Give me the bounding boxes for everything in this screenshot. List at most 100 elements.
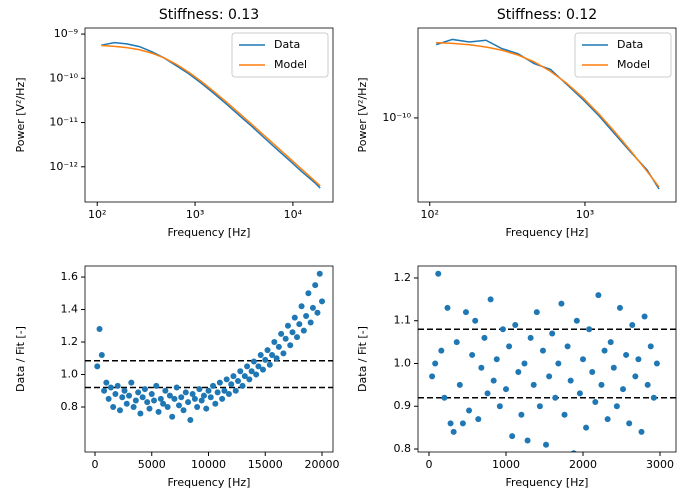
scatter-point	[232, 387, 239, 394]
chart-title: Stiffness: 0.12	[497, 7, 597, 23]
x-axis-label: Frequency [Hz]	[506, 476, 589, 489]
scatter-point	[160, 400, 167, 407]
scatter-point	[567, 377, 574, 384]
scatter-point	[466, 407, 473, 414]
scatter-point	[521, 360, 528, 367]
scatter-point	[438, 347, 445, 354]
scatter-point	[527, 334, 534, 341]
scatter-point	[151, 397, 158, 404]
scatter-point	[586, 326, 593, 333]
x-tick-label: 10²	[88, 208, 106, 221]
scatter-point	[203, 405, 210, 412]
scatter-point	[512, 322, 519, 329]
legend-box	[574, 32, 672, 78]
scatter-point	[484, 390, 491, 397]
scatter-point	[462, 309, 469, 316]
scatter-point	[162, 387, 169, 394]
x-tick-label: 20000	[305, 458, 340, 471]
scatter-point	[128, 379, 135, 386]
scatter-point	[278, 330, 285, 337]
scatter-point	[216, 379, 223, 386]
scatter-point	[616, 304, 623, 311]
scatter-point	[453, 339, 460, 346]
y-axis-label: Data / Fit [-]	[14, 326, 27, 392]
scatter-point	[564, 343, 571, 350]
scatter-point	[604, 416, 611, 423]
line-series	[101, 41, 321, 189]
scatter-point	[94, 363, 101, 370]
scatter-point	[107, 384, 114, 391]
scatter-point	[515, 369, 522, 376]
x-tick-label: 5000	[138, 458, 166, 471]
scatter-point	[198, 397, 205, 404]
y-tick-label: 1.0	[394, 356, 412, 369]
scatter-point	[241, 373, 248, 380]
scatter-point	[264, 347, 271, 354]
scatter-point	[607, 339, 614, 346]
scatter-point	[248, 368, 255, 375]
scatter-point	[169, 413, 176, 420]
x-tick-label: 0	[426, 458, 433, 471]
scatter-point	[96, 326, 103, 333]
scatter-point	[450, 428, 457, 435]
scatter-point	[546, 373, 553, 380]
scatter-point	[635, 356, 642, 363]
y-tick-label: 10⁻¹²	[49, 160, 78, 173]
scatter-point	[447, 420, 454, 427]
y-tick-label: 0.8	[61, 400, 79, 413]
scatter-point	[530, 381, 537, 388]
scatter-point	[435, 270, 442, 277]
scatter-point	[257, 352, 264, 359]
scatter-point	[296, 321, 303, 328]
scatter-point	[148, 391, 155, 398]
scatter-point	[644, 381, 651, 388]
scatter-point	[119, 394, 126, 401]
x-tick-label: 1000	[492, 458, 520, 471]
scatter-point	[212, 400, 219, 407]
scatter-point	[196, 386, 203, 393]
scatter-point	[536, 403, 543, 410]
scatter-point	[555, 360, 562, 367]
axes-frame	[84, 265, 334, 453]
scatter-point	[493, 356, 500, 363]
y-tick-label: 1.2	[61, 335, 79, 348]
x-tick-label: 15000	[248, 458, 283, 471]
scatter-point	[225, 391, 232, 398]
scatter-point	[237, 368, 244, 375]
legend-box	[231, 32, 329, 78]
y-tick-label: 1.1	[394, 314, 412, 327]
scatter-point	[123, 400, 130, 407]
scatter-point	[623, 351, 630, 358]
scatter-point	[598, 381, 605, 388]
y-axis-label: Power [V²/Hz]	[14, 77, 27, 152]
y-axis-label: Power [V²/Hz]	[356, 77, 369, 152]
scatter-point	[250, 358, 257, 365]
scatter-point	[139, 394, 146, 401]
scatter-point	[207, 394, 214, 401]
scatter-point	[219, 395, 226, 402]
scatter-point	[583, 424, 590, 431]
scatter-point	[429, 373, 436, 380]
scatter-point	[305, 290, 312, 297]
scatter-point	[275, 343, 282, 350]
scatter-point	[478, 364, 485, 371]
scatter-point	[561, 411, 568, 418]
scatter-point	[558, 300, 565, 307]
scatter-point	[157, 395, 164, 402]
scatter-point	[506, 343, 513, 350]
chart-title: Stiffness: 0.13	[159, 7, 259, 23]
x-axis-label: Frequency [Hz]	[168, 476, 251, 489]
scatter-point	[650, 394, 657, 401]
scatter-point	[444, 304, 451, 311]
scatter-point	[499, 326, 506, 333]
x-tick-label: 10⁴	[284, 208, 303, 221]
scatter-point	[137, 410, 144, 417]
scatter-point	[571, 450, 577, 452]
scatter-point	[105, 395, 112, 402]
scatter-point	[490, 377, 497, 384]
scatter-point	[178, 394, 185, 401]
scatter-point	[221, 387, 228, 394]
scatter-point	[503, 386, 510, 393]
scatter-point	[472, 317, 479, 324]
